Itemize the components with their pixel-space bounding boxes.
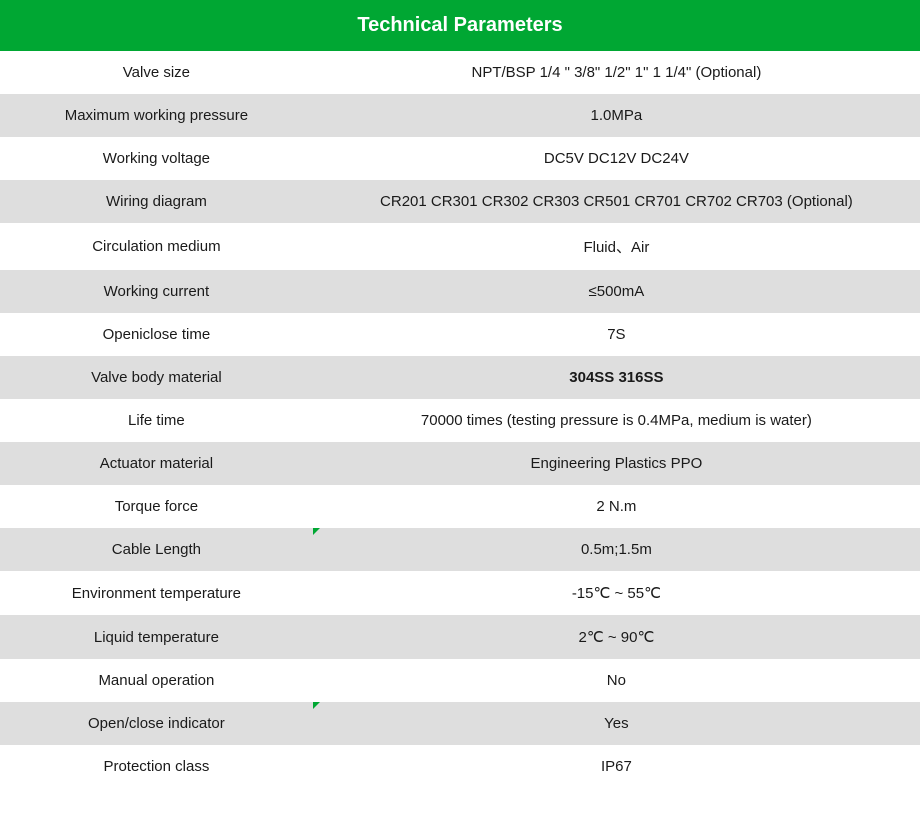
param-value: ≤500mA	[313, 270, 920, 313]
table-row: Open/close indicatorYes	[0, 702, 920, 745]
param-value: 2 N.m	[313, 485, 920, 528]
param-label: Torque force	[0, 485, 313, 528]
table-row: Working voltageDC5V DC12V DC24V	[0, 137, 920, 180]
param-value: 2℃ ~ 90℃	[313, 615, 920, 659]
param-value: CR201 CR301 CR302 CR303 CR501 CR701 CR70…	[313, 180, 920, 223]
param-value: Yes	[313, 702, 920, 745]
param-value: NPT/BSP 1/4 " 3/8" 1/2" 1" 1 1/4" (Optio…	[313, 51, 920, 94]
param-value: Engineering Plastics PPO	[313, 442, 920, 485]
table-header-row: Technical Parameters	[0, 0, 920, 51]
table-row: Working current≤500mA	[0, 270, 920, 313]
technical-parameters-table: Technical Parameters Valve sizeNPT/BSP 1…	[0, 0, 920, 788]
table-row: Cable Length0.5m;1.5m	[0, 528, 920, 571]
param-value: No	[313, 659, 920, 702]
param-label: Open/close indicator	[0, 702, 313, 745]
param-value: 1.0MPa	[313, 94, 920, 137]
table-row: Environment temperature-15℃ ~ 55℃	[0, 571, 920, 615]
param-value: Fluid、Air	[313, 223, 920, 270]
param-value: DC5V DC12V DC24V	[313, 137, 920, 180]
param-label: Circulation medium	[0, 223, 313, 270]
param-value: -15℃ ~ 55℃	[313, 571, 920, 615]
param-label: Working current	[0, 270, 313, 313]
param-label: Valve body material	[0, 356, 313, 399]
param-label: Valve size	[0, 51, 313, 94]
param-label: Wiring diagram	[0, 180, 313, 223]
table-row: Maximum working pressure1.0MPa	[0, 94, 920, 137]
param-label: Protection class	[0, 745, 313, 788]
param-label: Maximum working pressure	[0, 94, 313, 137]
param-label: Actuator material	[0, 442, 313, 485]
param-label: Working voltage	[0, 137, 313, 180]
table-row: Torque force2 N.m	[0, 485, 920, 528]
param-value: 70000 times (testing pressure is 0.4MPa,…	[313, 399, 920, 442]
table-title: Technical Parameters	[0, 0, 920, 51]
table-row: Wiring diagramCR201 CR301 CR302 CR303 CR…	[0, 180, 920, 223]
table-row: Protection classIP67	[0, 745, 920, 788]
param-value: IP67	[313, 745, 920, 788]
param-label: Cable Length	[0, 528, 313, 571]
param-value: 0.5m;1.5m	[313, 528, 920, 571]
param-value: 7S	[313, 313, 920, 356]
param-label: Life time	[0, 399, 313, 442]
param-label: Manual operation	[0, 659, 313, 702]
table-row: Valve body material304SS 316SS	[0, 356, 920, 399]
table-row: Circulation mediumFluid、Air	[0, 223, 920, 270]
table-row: Liquid temperature2℃ ~ 90℃	[0, 615, 920, 659]
param-label: Liquid temperature	[0, 615, 313, 659]
table-row: Manual operationNo	[0, 659, 920, 702]
table-row: Valve sizeNPT/BSP 1/4 " 3/8" 1/2" 1" 1 1…	[0, 51, 920, 94]
table-row: Actuator materialEngineering Plastics PP…	[0, 442, 920, 485]
param-label: Openiclose time	[0, 313, 313, 356]
table-row: Openiclose time7S	[0, 313, 920, 356]
param-value: 304SS 316SS	[313, 356, 920, 399]
param-label: Environment temperature	[0, 571, 313, 615]
table-row: Life time70000 times (testing pressure i…	[0, 399, 920, 442]
